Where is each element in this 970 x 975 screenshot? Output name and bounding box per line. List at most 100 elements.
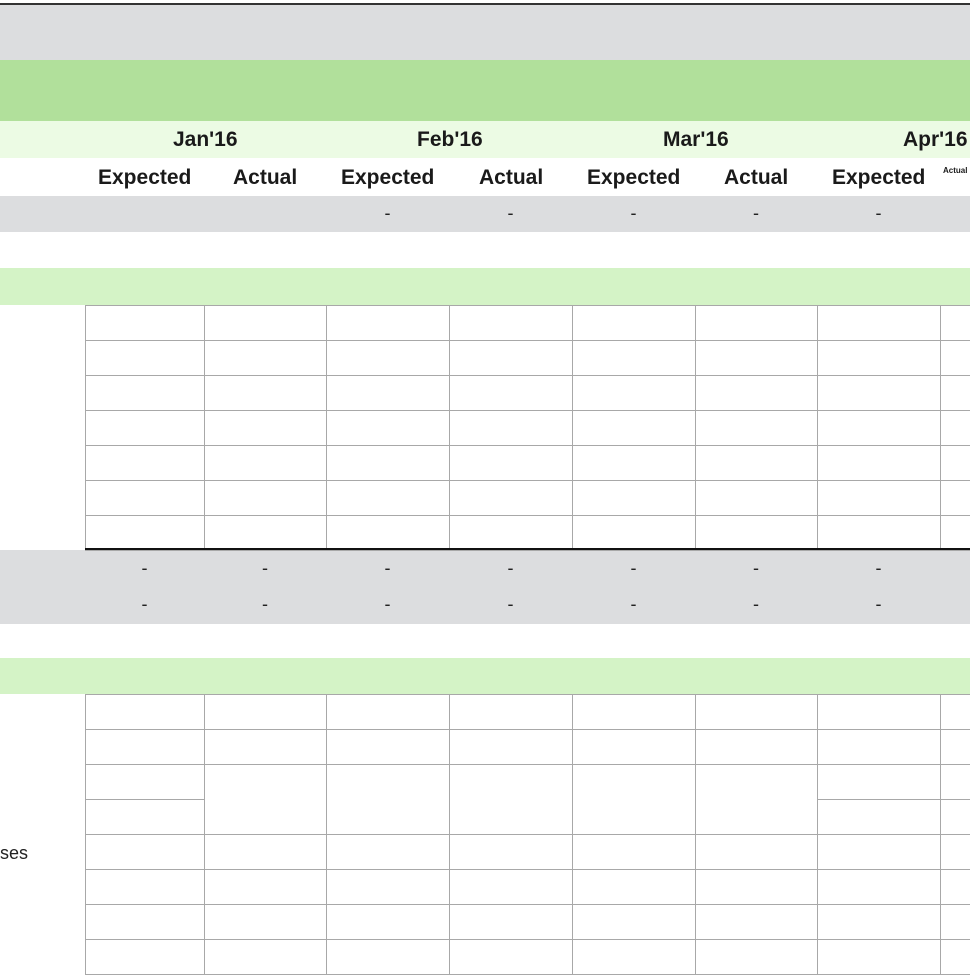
grid-cell[interactable] xyxy=(818,800,940,834)
grid-cell[interactable] xyxy=(327,695,449,729)
grid-cell[interactable] xyxy=(573,516,695,550)
grid-cell[interactable] xyxy=(573,341,695,375)
grid-cell[interactable] xyxy=(86,446,204,480)
grid-cell[interactable] xyxy=(205,516,326,550)
grid-cell[interactable] xyxy=(941,765,970,799)
grid-cell[interactable] xyxy=(818,376,940,410)
grid-cell[interactable] xyxy=(696,516,817,550)
grid-cell[interactable] xyxy=(818,905,940,939)
total-cell[interactable]: - xyxy=(507,558,514,578)
grid-cell[interactable] xyxy=(573,411,695,445)
grid-cell[interactable] xyxy=(696,765,817,799)
grid-cell[interactable] xyxy=(450,516,572,550)
grid-cell[interactable] xyxy=(86,695,204,729)
grid-cell[interactable] xyxy=(86,306,204,340)
grid-cell[interactable] xyxy=(327,730,449,764)
summary-cell[interactable]: - xyxy=(875,203,882,223)
grid-cell[interactable] xyxy=(205,940,326,974)
grid-cell[interactable] xyxy=(450,306,572,340)
grid-cell[interactable] xyxy=(941,940,970,974)
grid-cell[interactable] xyxy=(450,341,572,375)
grid-cell[interactable] xyxy=(696,481,817,515)
grid-cell[interactable] xyxy=(205,341,326,375)
grid-cell[interactable] xyxy=(450,800,572,834)
grid-cell[interactable] xyxy=(696,695,817,729)
grid-cell[interactable] xyxy=(86,481,204,515)
grid-cell[interactable] xyxy=(573,870,695,904)
grid-cell[interactable] xyxy=(205,905,326,939)
summary-cell[interactable]: - xyxy=(507,203,514,223)
grid-cell[interactable] xyxy=(573,800,695,834)
grid-cell[interactable] xyxy=(696,730,817,764)
total-cell[interactable]: - xyxy=(262,558,268,578)
grid-cell[interactable] xyxy=(327,446,449,480)
total-cell[interactable]: - xyxy=(630,594,637,614)
summary-cell[interactable]: - xyxy=(630,203,637,223)
grid-cell[interactable] xyxy=(696,306,817,340)
grid-cell[interactable] xyxy=(86,411,204,445)
grid-cell[interactable] xyxy=(327,481,449,515)
grid-cell[interactable] xyxy=(696,835,817,869)
total-cell[interactable]: - xyxy=(384,558,391,578)
grid-cell[interactable] xyxy=(450,695,572,729)
total-cell[interactable]: - xyxy=(141,558,148,578)
grid-cell[interactable] xyxy=(941,446,970,480)
grid-cell[interactable] xyxy=(573,765,695,799)
grid-cell[interactable] xyxy=(327,905,449,939)
grid-cell[interactable] xyxy=(205,800,326,834)
grid-cell[interactable] xyxy=(205,695,326,729)
grid-cell[interactable] xyxy=(818,870,940,904)
grid-cell[interactable] xyxy=(327,376,449,410)
grid-cell[interactable] xyxy=(818,341,940,375)
grid-cell[interactable] xyxy=(941,800,970,834)
grid-cell[interactable] xyxy=(941,870,970,904)
grid-cell[interactable] xyxy=(696,341,817,375)
grid-cell[interactable] xyxy=(818,695,940,729)
grid-cell[interactable] xyxy=(818,940,940,974)
grid-cell[interactable] xyxy=(818,446,940,480)
grid-cell[interactable] xyxy=(941,905,970,939)
grid-cell[interactable] xyxy=(941,411,970,445)
grid-cell[interactable] xyxy=(941,835,970,869)
grid-cell[interactable] xyxy=(818,835,940,869)
grid-cell[interactable] xyxy=(205,481,326,515)
grid-cell[interactable] xyxy=(818,516,940,550)
grid-cell[interactable] xyxy=(450,765,572,799)
grid-cell[interactable] xyxy=(696,800,817,834)
grid-cell[interactable] xyxy=(450,730,572,764)
grid-cell[interactable] xyxy=(327,411,449,445)
grid-cell[interactable] xyxy=(86,376,204,410)
total-cell[interactable]: - xyxy=(753,594,759,614)
grid-cell[interactable] xyxy=(941,481,970,515)
grid-cell[interactable] xyxy=(327,341,449,375)
grid-cell[interactable] xyxy=(573,730,695,764)
grid-cell[interactable] xyxy=(696,940,817,974)
grid-cell[interactable] xyxy=(86,870,204,904)
grid-cell[interactable] xyxy=(86,835,204,869)
grid-cell[interactable] xyxy=(327,765,449,799)
grid-cell[interactable] xyxy=(573,376,695,410)
grid-cell[interactable] xyxy=(696,411,817,445)
grid-cell[interactable] xyxy=(205,835,326,869)
grid-cell[interactable] xyxy=(86,940,204,974)
grid-cell[interactable] xyxy=(450,446,572,480)
grid-cell[interactable] xyxy=(696,376,817,410)
grid-cell[interactable] xyxy=(696,446,817,480)
grid-cell[interactable] xyxy=(450,376,572,410)
grid-cell[interactable] xyxy=(450,940,572,974)
grid-cell[interactable] xyxy=(818,411,940,445)
grid-cell[interactable] xyxy=(327,800,449,834)
grid-cell[interactable] xyxy=(205,376,326,410)
grid-cell[interactable] xyxy=(327,870,449,904)
grid-cell[interactable] xyxy=(696,870,817,904)
grid-cell[interactable] xyxy=(205,446,326,480)
grid-cell[interactable] xyxy=(450,870,572,904)
grid-cell[interactable] xyxy=(327,306,449,340)
total-cell[interactable]: - xyxy=(630,558,637,578)
grid-cell[interactable] xyxy=(818,730,940,764)
grid-cell[interactable] xyxy=(696,905,817,939)
grid-cell[interactable] xyxy=(205,411,326,445)
summary-cell[interactable]: - xyxy=(384,203,391,223)
total-cell[interactable]: - xyxy=(753,558,759,578)
total-cell[interactable]: - xyxy=(875,594,882,614)
